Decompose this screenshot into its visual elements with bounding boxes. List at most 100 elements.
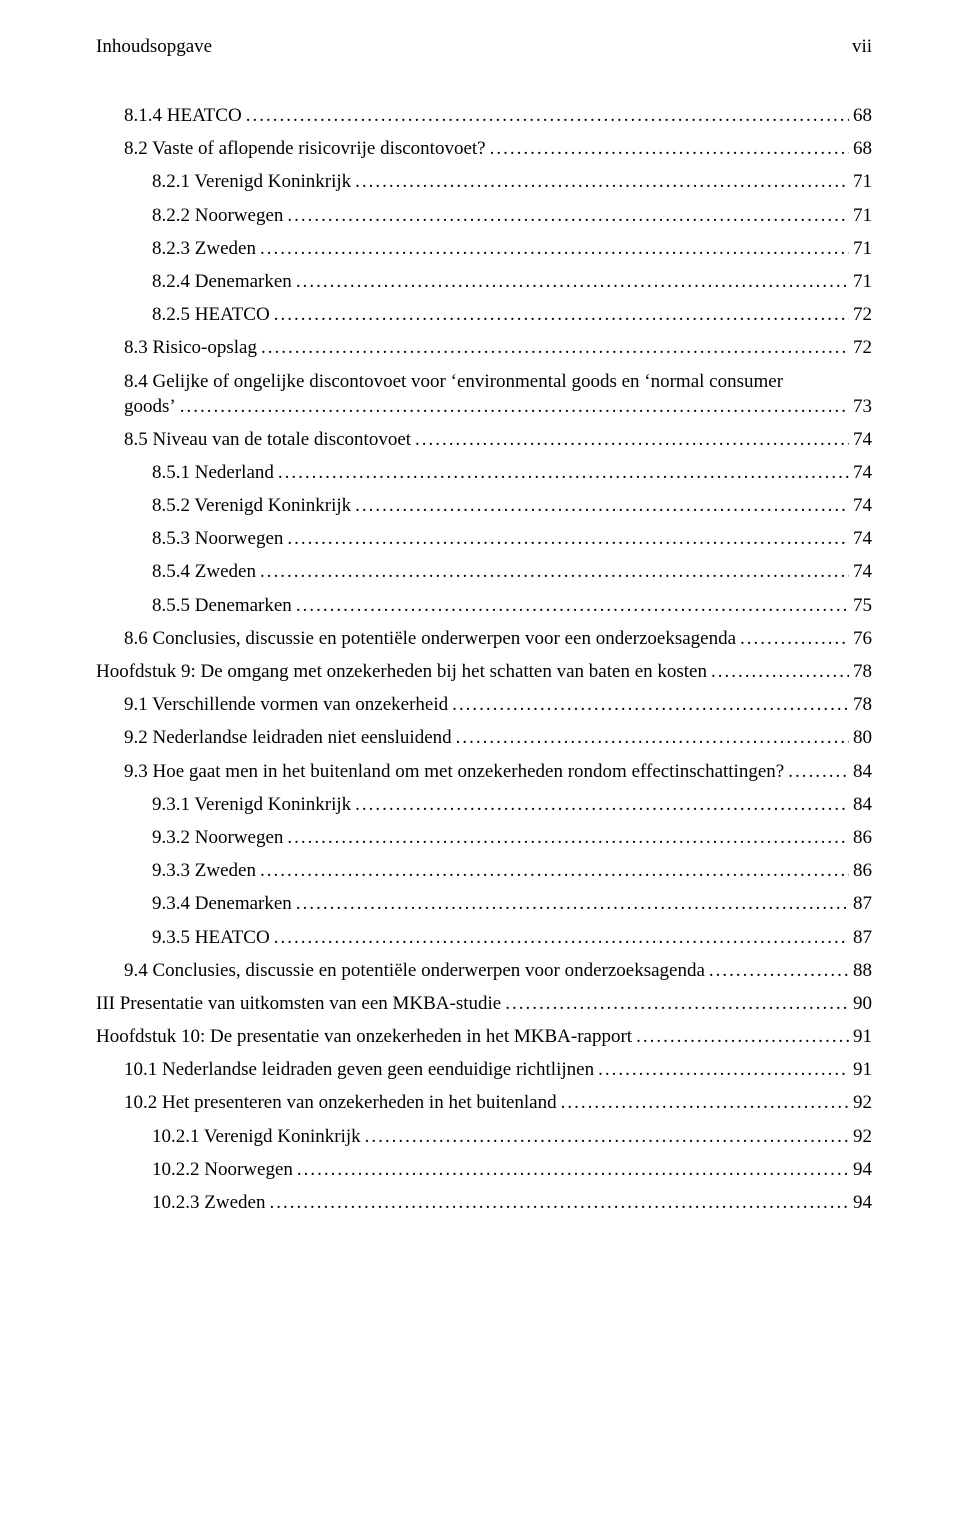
toc-label: 10.2 Het presenteren van onzekerheden in… bbox=[124, 1093, 557, 1112]
toc-entry: 9.3.1 Verenigd Koninkrijk 84 bbox=[96, 795, 872, 814]
header-left: Inhoudsopgave bbox=[96, 36, 212, 58]
toc-label: 8.5.5 Denemarken bbox=[152, 596, 292, 615]
toc-entry: 8.2.1 Verenigd Koninkrijk71 bbox=[96, 172, 872, 191]
toc-entry: 9.2 Nederlandse leidraden niet eensluide… bbox=[96, 728, 872, 747]
toc-label: III Presentatie van uitkomsten van een M… bbox=[96, 994, 501, 1013]
toc-page: 78 bbox=[853, 662, 872, 681]
toc-leader bbox=[636, 1027, 849, 1046]
toc-page: 91 bbox=[853, 1060, 872, 1079]
toc-label: 9.3.2 Noorwegen bbox=[152, 828, 283, 847]
toc-label: 10.2.3 Zweden bbox=[152, 1193, 265, 1212]
header-right: vii bbox=[852, 36, 872, 58]
toc-entry: 8.3 Risico-opslag 72 bbox=[96, 338, 872, 357]
toc-label: 9.4 Conclusies, discussie en potentiële … bbox=[124, 961, 705, 980]
toc-page: 87 bbox=[853, 894, 872, 913]
toc-page: 88 bbox=[853, 961, 872, 980]
toc-label: 9.2 Nederlandse leidraden niet eensluide… bbox=[124, 728, 452, 747]
toc-leader bbox=[269, 1193, 849, 1212]
toc-entry: 9.3 Hoe gaat men in het buitenland om me… bbox=[96, 762, 872, 781]
toc-entry: Hoofdstuk 10: De presentatie van onzeker… bbox=[96, 1027, 872, 1046]
toc-leader bbox=[415, 430, 849, 449]
toc-leader bbox=[452, 695, 849, 714]
toc-entry: 9.1 Verschillende vormen van onzekerheid… bbox=[96, 695, 872, 714]
toc-entry: 9.3.5 HEATCO87 bbox=[96, 928, 872, 947]
toc-entry: 8.2.2 Noorwegen 71 bbox=[96, 206, 872, 225]
toc-leader bbox=[456, 728, 849, 747]
toc-leader bbox=[260, 239, 849, 258]
toc-leader bbox=[740, 629, 849, 648]
toc-leader bbox=[709, 961, 849, 980]
toc-page: 78 bbox=[853, 695, 872, 714]
toc-leader bbox=[260, 562, 849, 581]
toc-entry: 10.1 Nederlandse leidraden geven geen ee… bbox=[96, 1060, 872, 1079]
toc-leader bbox=[246, 106, 849, 125]
toc-leader bbox=[355, 172, 849, 191]
toc-leader bbox=[296, 272, 849, 291]
toc-page: 71 bbox=[853, 272, 872, 291]
toc-entry: 10.2.3 Zweden 94 bbox=[96, 1193, 872, 1212]
toc-leader bbox=[296, 894, 849, 913]
toc-page: 74 bbox=[853, 529, 872, 548]
toc-entry: 8.5.2 Verenigd Koninkrijk74 bbox=[96, 496, 872, 515]
table-of-contents: 8.1.4 HEATCO688.2 Vaste of aflopende ris… bbox=[96, 106, 872, 1212]
toc-entry: 8.5 Niveau van de totale discontovoet74 bbox=[96, 430, 872, 449]
toc-leader bbox=[180, 397, 849, 416]
toc-label: 9.3.3 Zweden bbox=[152, 861, 256, 880]
toc-label: 8.5.4 Zweden bbox=[152, 562, 256, 581]
toc-label: 9.3 Hoe gaat men in het buitenland om me… bbox=[124, 762, 784, 781]
toc-entry: 8.5.1 Nederland74 bbox=[96, 463, 872, 482]
toc-entry: 8.5.5 Denemarken 75 bbox=[96, 596, 872, 615]
toc-page: 86 bbox=[853, 861, 872, 880]
toc-label: 9.3.5 HEATCO bbox=[152, 928, 270, 947]
toc-page: 71 bbox=[853, 206, 872, 225]
toc-label: goods’ bbox=[124, 397, 176, 416]
toc-entry: 8.2.5 HEATCO72 bbox=[96, 305, 872, 324]
toc-page: 75 bbox=[853, 596, 872, 615]
toc-label: 8.2.4 Denemarken bbox=[152, 272, 292, 291]
toc-label: 8.2.2 Noorwegen bbox=[152, 206, 283, 225]
toc-leader bbox=[598, 1060, 849, 1079]
toc-page: 68 bbox=[853, 139, 872, 158]
toc-leader bbox=[274, 305, 849, 324]
toc-label: 8.2 Vaste of aflopende risicovrije disco… bbox=[124, 139, 486, 158]
toc-label: 10.2.1 Verenigd Koninkrijk bbox=[152, 1127, 361, 1146]
toc-entry: 8.5.4 Zweden74 bbox=[96, 562, 872, 581]
toc-page: 90 bbox=[853, 994, 872, 1013]
toc-leader bbox=[561, 1093, 849, 1112]
toc-entry: 9.3.2 Noorwegen86 bbox=[96, 828, 872, 847]
toc-page: 94 bbox=[853, 1160, 872, 1179]
toc-entry: 10.2 Het presenteren van onzekerheden in… bbox=[96, 1093, 872, 1112]
toc-entry: 8.2 Vaste of aflopende risicovrije disco… bbox=[96, 139, 872, 158]
toc-label: 8.3 Risico-opslag bbox=[124, 338, 257, 357]
toc-page: 94 bbox=[853, 1193, 872, 1212]
toc-label: 8.5.3 Noorwegen bbox=[152, 529, 283, 548]
toc-leader bbox=[261, 338, 849, 357]
toc-leader bbox=[505, 994, 849, 1013]
toc-page: 84 bbox=[853, 762, 872, 781]
toc-page: 91 bbox=[853, 1027, 872, 1046]
toc-page: 71 bbox=[853, 239, 872, 258]
toc-leader bbox=[297, 1160, 849, 1179]
toc-label: 8.5.2 Verenigd Koninkrijk bbox=[152, 496, 351, 515]
toc-label: 10.1 Nederlandse leidraden geven geen ee… bbox=[124, 1060, 594, 1079]
toc-page: 84 bbox=[853, 795, 872, 814]
toc-label: Hoofdstuk 9: De omgang met onzekerheden … bbox=[96, 662, 707, 681]
toc-leader bbox=[296, 596, 849, 615]
toc-entry: 9.4 Conclusies, discussie en potentiële … bbox=[96, 961, 872, 980]
toc-page: 72 bbox=[853, 338, 872, 357]
toc-leader bbox=[274, 928, 849, 947]
toc-label: 8.6 Conclusies, discussie en potentiële … bbox=[124, 629, 736, 648]
toc-entry: 8.4 Gelijke of ongelijke discontovoet vo… bbox=[96, 372, 872, 391]
toc-page: 71 bbox=[853, 172, 872, 191]
toc-page: 80 bbox=[853, 728, 872, 747]
toc-label: 10.2.2 Noorwegen bbox=[152, 1160, 293, 1179]
toc-entry: III Presentatie van uitkomsten van een M… bbox=[96, 994, 872, 1013]
toc-label: 9.3.1 Verenigd Koninkrijk bbox=[152, 795, 351, 814]
toc-page: 72 bbox=[853, 305, 872, 324]
toc-label: 8.4 Gelijke of ongelijke discontovoet vo… bbox=[124, 372, 783, 391]
toc-label: 9.1 Verschillende vormen van onzekerheid bbox=[124, 695, 448, 714]
toc-label: 9.3.4 Denemarken bbox=[152, 894, 292, 913]
toc-entry: 10.2.1 Verenigd Koninkrijk92 bbox=[96, 1127, 872, 1146]
toc-label: 8.2.3 Zweden bbox=[152, 239, 256, 258]
toc-entry: 8.5.3 Noorwegen 74 bbox=[96, 529, 872, 548]
